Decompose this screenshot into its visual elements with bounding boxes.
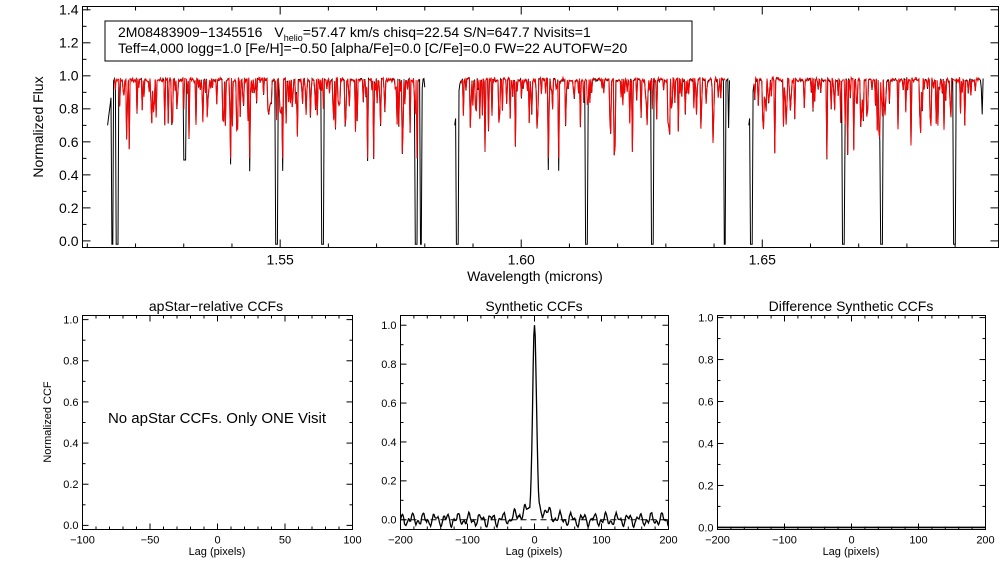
y-tick-label: 0.2 <box>59 200 79 216</box>
x-tick-label: 200 <box>976 535 994 547</box>
x-tick-label: 200 <box>659 535 677 547</box>
annotation-line-2: Teff=4,000 logg=1.0 [Fe/H]=−0.50 [alpha/… <box>118 40 627 56</box>
x-tick-label: −200 <box>705 535 730 547</box>
y-tick-label: 0.4 <box>63 438 78 450</box>
difference-ccf-ticks: −200 −100 0 100 200 0.0 0.2 0.4 0.6 0.8 1.0 <box>698 312 994 546</box>
y-tick-label: 0.0 <box>59 233 79 249</box>
y-tick-label: 0.8 <box>63 356 78 368</box>
x-tick-label: 1.60 <box>508 252 535 268</box>
annotation-v-symbol: V <box>274 24 284 40</box>
y-tick-label: 0.8 <box>698 354 713 366</box>
x-tick-label: −100 <box>772 535 797 547</box>
apstar-ccf-title: apStar−relative CCFs <box>149 298 283 314</box>
apstar-ccf-y-label: Normalized CCF <box>42 381 54 463</box>
y-tick-label: 1.0 <box>63 314 78 326</box>
annotation-line-1-rest: =57.47 km/s chisq=22.54 S/N=647.7 Nvisit… <box>303 24 591 40</box>
observed-spectrum-line <box>454 76 730 245</box>
annotation-v-subscript: helio <box>284 33 303 43</box>
spectrum-frame <box>82 6 999 248</box>
y-tick-label: 0.8 <box>381 359 396 371</box>
synthetic-spectrum-line <box>460 75 726 159</box>
difference-ccf-title: Difference Synthetic CCFs <box>769 298 934 314</box>
y-tick-label: 1.2 <box>59 35 79 51</box>
x-tick-label: −100 <box>455 535 480 547</box>
y-tick-label: 0.4 <box>59 167 79 183</box>
y-tick-label: 0.6 <box>698 396 713 408</box>
y-tick-label: 1.0 <box>381 320 396 332</box>
apstar-ccf-message: No apStar CCFs. Only ONE Visit <box>108 410 327 427</box>
y-tick-label: 0.2 <box>698 480 713 492</box>
y-tick-label: 0.0 <box>381 515 396 527</box>
y-tick-label: 0.6 <box>381 398 396 410</box>
y-tick-label: 1.0 <box>698 312 713 324</box>
x-tick-label: 0 <box>531 535 537 547</box>
y-tick-label: 0.2 <box>63 479 78 491</box>
y-tick-label: 0.4 <box>698 438 713 450</box>
synthetic-ccf-frame <box>400 315 669 530</box>
difference-ccf-x-label: Lag (pixels) <box>823 546 880 558</box>
y-tick-label: 1.4 <box>59 2 79 18</box>
x-tick-label: 1.55 <box>267 252 294 268</box>
spectrum-panel: 1.55 1.60 1.65 0.0 0.2 0.4 0.6 0.8 1.0 1.2 1.4 Wav… <box>30 2 999 284</box>
synthetic-ccf-ticks: −200 −100 0 100 200 0.0 0.2 0.4 0.6 0.8 1.0 <box>381 315 678 547</box>
spectrum-y-label: Normalized Flux <box>30 76 46 177</box>
synthetic-ccf-x-label: Lag (pixels) <box>506 546 563 558</box>
synthetic-ccf-panel: Synthetic CCFs −200 −100 0 100 200 0.0 0.2 0.4 0… <box>381 298 677 558</box>
synthetic-ccf-line <box>399 325 670 529</box>
y-tick-label: 1.0 <box>59 68 79 84</box>
synthetic-ccf-data <box>399 325 670 529</box>
synthetic-spectrum-line <box>114 75 420 159</box>
difference-ccf-frame <box>717 315 986 530</box>
x-tick-label: 100 <box>909 535 927 547</box>
y-tick-label: 0.4 <box>381 437 396 449</box>
y-tick-label: 0.0 <box>63 520 78 532</box>
x-tick-label: 0 <box>848 535 854 547</box>
apstar-ccf-x-label: Lag (pixels) <box>189 546 246 558</box>
x-tick-label: 50 <box>279 535 291 547</box>
x-tick-label: −50 <box>141 535 160 547</box>
y-tick-label: 0.2 <box>381 476 396 488</box>
x-tick-label: 0 <box>214 535 220 547</box>
y-tick-label: 0.6 <box>59 134 79 150</box>
x-tick-label: 100 <box>592 535 610 547</box>
spectrum-data <box>107 75 984 245</box>
y-tick-label: 0.8 <box>59 101 79 117</box>
y-tick-label: 0.0 <box>698 522 713 534</box>
x-tick-label: 100 <box>343 535 361 547</box>
annotation-line-1: 2M08483909−1345516 Vhelio=57.47 km/s chis… <box>118 24 591 43</box>
synthetic-spectrum-line <box>753 75 980 159</box>
spectrum-x-ticks: 1.55 1.60 1.65 0.0 0.2 0.4 0.6 0.8 1.0 1.2 1.4 <box>59 2 999 268</box>
x-tick-label: 1.65 <box>749 252 776 268</box>
y-tick-label: 0.6 <box>63 397 78 409</box>
synthetic-ccf-title: Synthetic CCFs <box>485 298 582 314</box>
observed-spectrum-line <box>107 76 426 245</box>
apstar-ccf-panel: apStar−relative CCFs −100 −50 0 50 100 0.0 0.2… <box>42 298 362 558</box>
annotation-star-id: 2M08483909−1345516 <box>118 24 263 40</box>
difference-ccf-panel: Difference Synthetic CCFs −200 −100 0 100 20… <box>698 298 994 558</box>
annotation-box <box>104 20 693 62</box>
apstar-ccf-ticks: −100 −50 0 50 100 0.0 0.2 0.4 0.6 0.8 1.0 <box>63 314 361 546</box>
x-tick-label: −100 <box>70 535 95 547</box>
spectrum-x-label: Wavelength (microns) <box>467 268 603 284</box>
x-tick-label: −200 <box>388 535 413 547</box>
